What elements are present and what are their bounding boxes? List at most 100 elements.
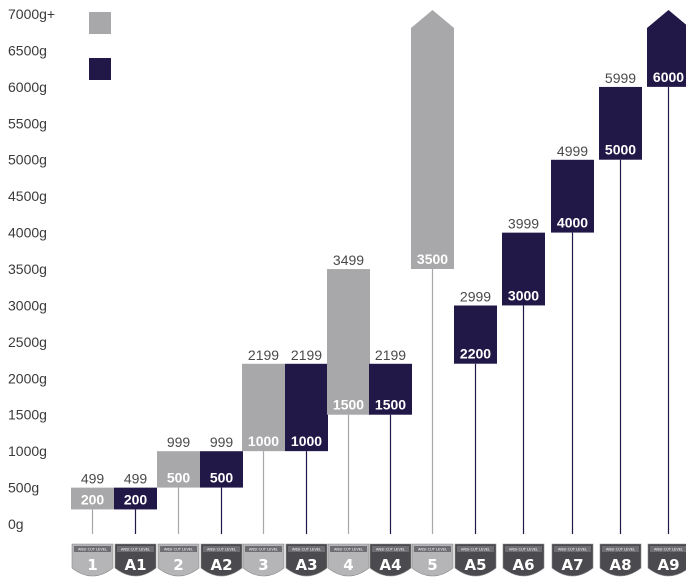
badge-level-label: A4 [379,556,401,574]
bar-high-label: 2199 [248,347,279,363]
y-tick-label: 1000g [8,443,47,459]
badge-header [117,546,154,552]
legend-swatch-ansi [89,58,111,80]
y-tick-label: 1500g [8,407,47,423]
bar-range-A7 [551,159,594,233]
bar-range-5 [411,10,454,269]
badge-header [457,546,494,552]
bar-high-label: 999 [167,434,191,450]
bar-range-4 [327,269,370,415]
bar-low-label: 1000 [248,433,279,449]
bar-range-A9 [647,10,686,87]
bar-low-label: 1000 [291,433,322,449]
badge-sublabel: ANSI CUT LEVEL [292,547,321,551]
badge-header [288,546,325,552]
bar-low-label: 2200 [460,346,491,362]
badge-level-label: 4 [343,556,353,574]
badge-header [330,546,367,552]
bar-range-1 [71,487,114,510]
bar-range-A4 [369,363,412,415]
bar-high-label: 2199 [291,347,322,363]
badge-sublabel: ANSI CUT LEVEL [207,547,236,551]
bar-range-A8 [599,86,642,160]
badge-sublabel: ANSI CUT LEVEL [606,547,635,551]
y-tick-label: 500g [8,480,39,496]
badge-sublabel: ANSI CUT LEVEL [164,547,193,551]
y-tick-label: 4000g [8,225,47,241]
bar-low-label: 4000 [557,215,588,231]
legend-swatch-en388 [89,12,111,34]
badge-sublabel: ANSI CUT LEVEL [334,547,363,551]
badge-header [602,546,639,552]
badge-header [554,546,591,552]
y-tick-label: 3500g [8,261,47,277]
bar-range-A5 [454,305,497,364]
bar-low-label: 3500 [417,251,448,267]
badge-level-label: 2 [173,556,183,574]
bar-low-label: 500 [167,470,191,486]
bar-high-label: 999 [210,434,234,450]
badge-level-label: 3 [258,556,268,574]
badge-header [74,546,111,552]
badge-sublabel: ANSI CUT LEVEL [376,547,405,551]
bar-range-A6 [502,232,545,306]
bar-high-label: 3999 [508,216,539,232]
badge-sublabel: ANSI CUT LEVEL [249,547,278,551]
bar-low-label: 3000 [508,287,539,303]
bar-high-label: 5999 [605,70,636,86]
y-tick-label: 0g [8,516,24,532]
cut-level-badges: ANSI CUT LEVEL 1 ANSI CUT LEVEL A1 ANSI CUT … [71,543,686,577]
bar-low-label: 200 [81,491,105,507]
badge-level-label: A9 [657,556,679,574]
bar-high-label: 499 [124,471,148,487]
badge-sublabel: ANSI CUT LEVEL [558,547,587,551]
badge-level-label: A3 [295,556,317,574]
bars: 200 499 200 499 500 999 500 999 1000 2199 1000 2199… [71,10,686,510]
bar-range-A3 [285,363,328,452]
y-tick-label: 2000g [8,370,47,386]
badge-sublabel: ANSI CUT LEVEL [121,547,150,551]
bar-range-3 [242,363,285,452]
badge-header [414,546,451,552]
y-tick-label: 6000g [8,79,47,95]
legend [89,12,111,80]
y-axis: 0g 500g 1000g 1500g 2000g 2500g 3000g 3500g 4000… [8,6,55,532]
badge-header [160,546,197,552]
y-tick-label: 2500g [8,334,47,350]
bar-high-label: 499 [81,471,105,487]
y-tick-label: 6500g [8,42,47,58]
bar-high-label: 4999 [557,143,588,159]
badge-level-label: 5 [427,556,437,574]
badge-sublabel: ANSI CUT LEVEL [509,547,538,551]
bar-high-label: 2999 [460,289,491,305]
y-tick-label: 5500g [8,115,47,131]
bar-range-A1 [114,487,157,510]
bar-low-label: 500 [210,470,234,486]
bar-range-2 [157,451,200,488]
bar-range-A2 [200,451,243,488]
y-tick-label: 3000g [8,297,47,313]
badge-header [203,546,240,552]
badge-level-label: A1 [124,556,146,574]
badge-sublabel: ANSI CUT LEVEL [461,547,490,551]
badge-level-label: A6 [512,556,534,574]
bar-low-label: 200 [124,491,148,507]
bar-low-label: 1500 [375,397,406,413]
y-tick-label: 5000g [8,152,47,168]
badge-level-label: A7 [561,556,583,574]
bar-low-label: 5000 [605,142,636,158]
bar-stems [91,86,670,534]
badge-sublabel: ANSI CUT LEVEL [418,547,447,551]
badge-sublabel: ANSI CUT LEVEL [78,547,107,551]
bar-high-label: 3499 [333,252,364,268]
badge-level-label: 1 [87,556,97,574]
bar-low-label: 1500 [333,397,364,413]
bar-high-label: 2199 [375,347,406,363]
badge-level-label: A5 [464,556,486,574]
badge-sublabel: ANSI CUT LEVEL [654,547,683,551]
badge-level-label: A8 [609,556,631,574]
badge-header [372,546,409,552]
y-tick-label: 4500g [8,188,47,204]
badge-header [245,546,282,552]
